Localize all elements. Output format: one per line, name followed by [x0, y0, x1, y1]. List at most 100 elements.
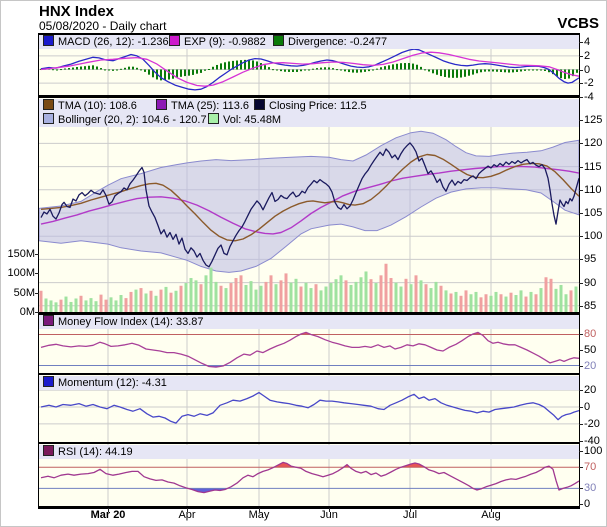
y-tick-dash	[579, 440, 583, 442]
y-tick-label: 95	[584, 253, 597, 266]
volume-bar	[354, 281, 358, 312]
volume-bar	[239, 275, 243, 312]
legend-swatch-icon	[43, 99, 54, 110]
volume-bar	[79, 295, 83, 312]
divergence-bar	[508, 69, 510, 73]
volume-bar	[489, 295, 493, 312]
volume-bar	[349, 284, 353, 312]
series-momentum	[40, 391, 579, 424]
y-tick-label: 80	[584, 328, 597, 341]
panel-legend-main: TMA (10): 108.6 TMA (25): 113.6 Closing Pr…	[39, 99, 579, 127]
legend-item: Vol: 45.48M	[208, 113, 281, 127]
y-tick-label: 0	[584, 498, 591, 511]
divergence-bar	[104, 69, 106, 71]
volume-bar	[244, 284, 248, 312]
volume-bar	[134, 289, 138, 312]
divergence-bar	[524, 69, 526, 71]
y-tick-label: 90	[584, 276, 597, 289]
series-tma10	[40, 153, 579, 242]
legend-item: TMA (10): 108.6	[43, 99, 137, 113]
legend-item: TMA (25): 113.6	[156, 99, 249, 113]
divergence-bar	[140, 69, 142, 71]
volume-bar	[494, 291, 498, 312]
divergence-bar	[56, 69, 58, 71]
divergence-bar	[516, 69, 518, 72]
volume-bar	[574, 286, 578, 312]
volume-bar	[549, 278, 553, 312]
volume-bar	[544, 277, 548, 312]
legend-label: MACD (26, 12): -1.236	[58, 36, 169, 48]
x-tick-dash	[108, 508, 109, 512]
divergence-bar	[544, 69, 546, 71]
legend-label: Vol: 45.48M	[223, 114, 282, 126]
divergence-bar	[228, 61, 230, 70]
divergence-bar	[100, 68, 102, 70]
page-subtitle: 05/08/2020 - Daily chart	[39, 19, 167, 33]
divergence-bar	[284, 69, 286, 72]
divergence-bar	[260, 63, 262, 70]
divergence-bar	[300, 69, 302, 72]
legend-label: EXP (9): -0.9882	[184, 36, 266, 48]
divergence-bar	[376, 68, 378, 70]
panel-legend-mfi: Money Flow Index (14): 33.87	[39, 315, 579, 329]
divergence-bar	[472, 69, 474, 75]
divergence-bar	[356, 69, 358, 73]
volume-bar	[344, 280, 348, 312]
volume-bar	[54, 302, 58, 312]
y-tick-label: 100	[584, 230, 603, 243]
volume-bar	[404, 278, 408, 312]
volume-bar	[439, 285, 443, 312]
volume-bar	[184, 283, 188, 312]
volume-bar	[319, 290, 323, 312]
panel-legend-macd: MACD (26, 12): -1.236 EXP (9): -0.9882 Div…	[39, 35, 579, 49]
x-tick-dash	[329, 508, 330, 512]
y-tick-label: 125	[584, 114, 603, 127]
divergence-bar	[192, 69, 194, 75]
divergence-bar	[264, 65, 266, 70]
volume-bar	[429, 288, 433, 312]
brand-logo: VCBS	[557, 15, 599, 32]
volume-bar	[144, 293, 148, 312]
divergence-bar	[500, 69, 502, 73]
divergence-bar	[68, 68, 70, 70]
divergence-bar	[64, 68, 66, 70]
y-tick-dash	[579, 488, 583, 490]
legend-swatch-icon	[43, 376, 54, 387]
x-tick-dash	[491, 508, 492, 512]
x-axis-label: Apr	[178, 509, 196, 521]
divergence-bar	[408, 63, 410, 70]
legend-label: Divergence: -0.2477	[288, 36, 388, 48]
x-axis-label: Aug	[481, 509, 501, 521]
volume-bar	[524, 296, 528, 312]
divergence-bar	[72, 67, 74, 70]
divergence-bar	[320, 67, 322, 70]
y-tick-label: -40	[584, 434, 600, 447]
volume-axis-label: 50M	[13, 286, 35, 299]
volume-bar	[94, 301, 98, 312]
y-tick-label: 115	[584, 160, 602, 173]
legend-item: MACD (26, 12): -1.236	[43, 35, 169, 49]
divergence-bar	[440, 69, 442, 77]
volume-bar	[309, 288, 313, 312]
volume-bar	[284, 273, 288, 312]
divergence-bar	[340, 69, 342, 71]
divergence-bar	[360, 69, 362, 73]
panel-separator	[38, 442, 580, 444]
divergence-bar	[448, 69, 450, 78]
volume-bar	[74, 298, 78, 312]
legend-swatch-icon	[208, 113, 219, 124]
y-tick-dash	[579, 467, 583, 469]
divergence-bar	[304, 69, 306, 71]
divergence-bar	[436, 69, 438, 75]
divergence-bar	[528, 69, 530, 71]
panel-main	[39, 98, 579, 312]
divergence-bar	[480, 69, 482, 73]
divergence-bar	[200, 69, 202, 73]
volume-bar	[289, 282, 293, 312]
divergence-bar	[132, 66, 134, 70]
divergence-bar	[492, 69, 494, 72]
y-tick-dash	[579, 189, 583, 191]
page-title: HNX Index	[39, 3, 115, 20]
x-axis-label: May	[248, 509, 270, 521]
legend-swatch-icon	[254, 99, 265, 110]
